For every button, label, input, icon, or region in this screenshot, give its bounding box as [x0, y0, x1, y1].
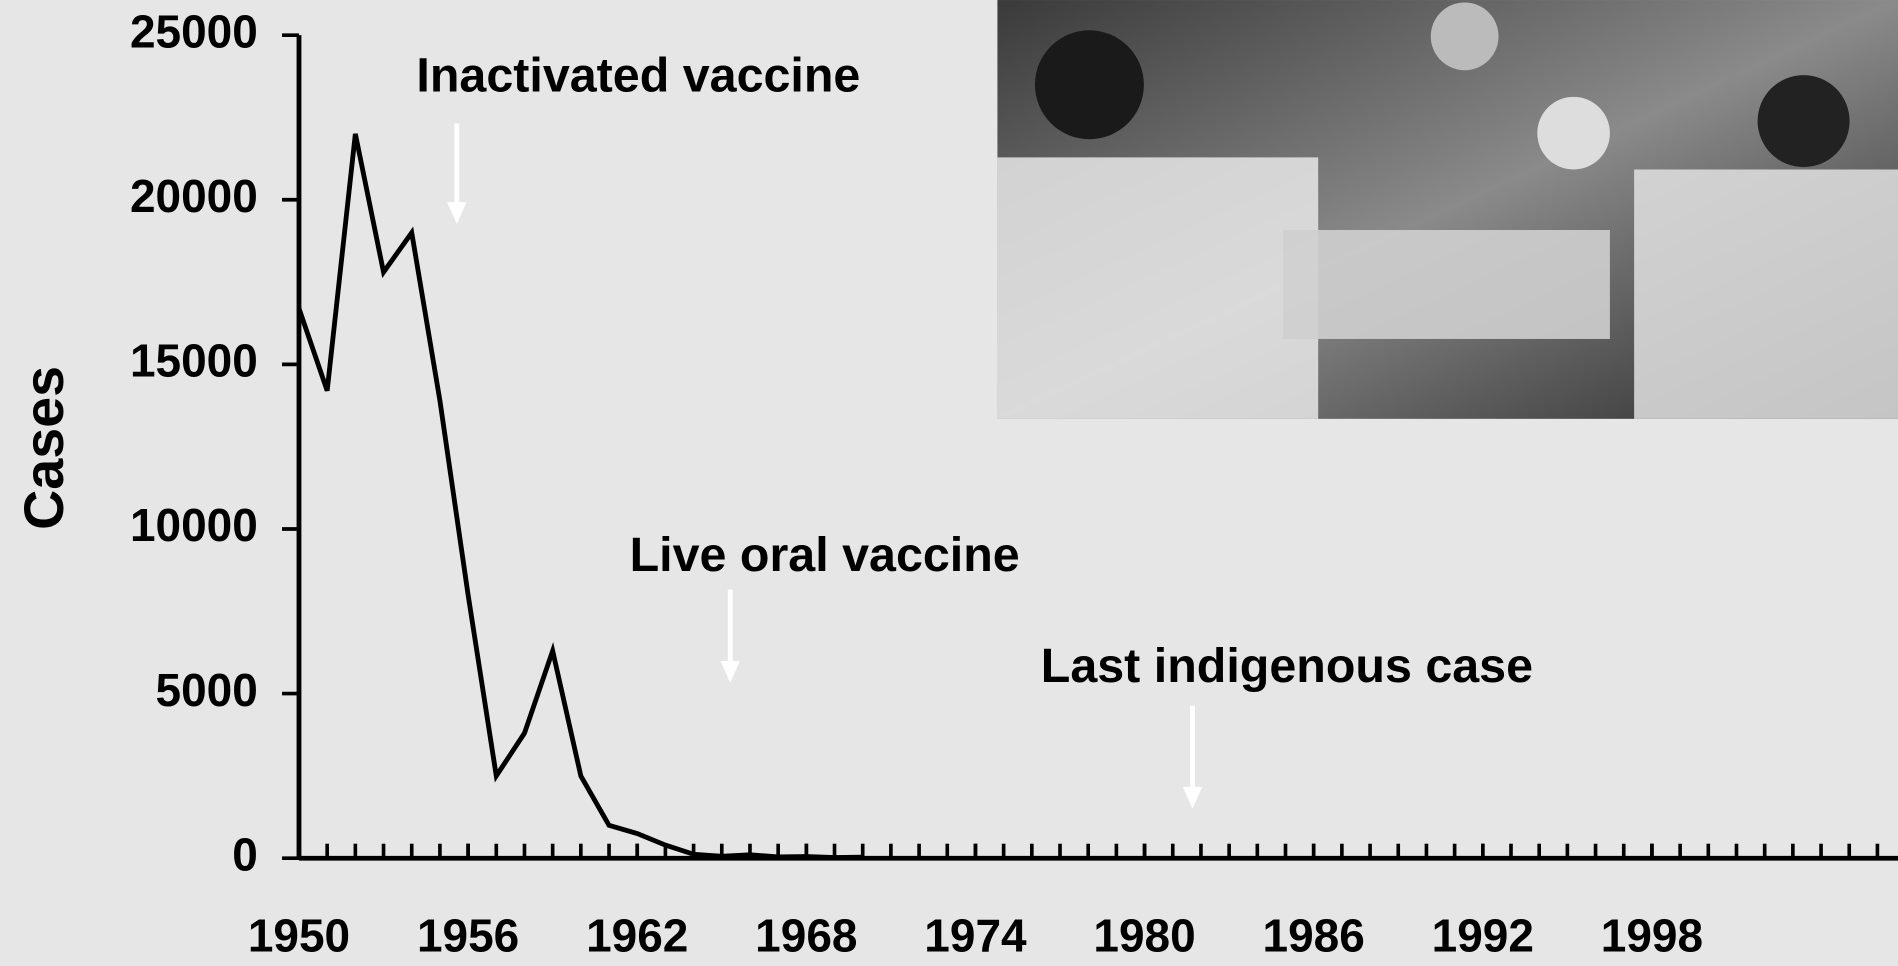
- x-tick-label: 1950: [248, 909, 350, 961]
- y-tick-label: 15000: [130, 335, 258, 387]
- x-tick-label: 1980: [1093, 909, 1195, 961]
- annotation-arrowhead: [447, 202, 467, 224]
- annotation-arrowhead: [1182, 786, 1203, 809]
- y-tick-label: 10000: [130, 499, 258, 551]
- x-tick-label: 1992: [1432, 909, 1534, 961]
- annotation-arrowhead: [720, 660, 740, 683]
- annotation: Last indigenous case: [1041, 639, 1533, 693]
- y-tick-label: 20000: [130, 170, 258, 222]
- data-line: [296, 133, 863, 861]
- photo: [997, 0, 1898, 419]
- y-tick-label: 0: [232, 828, 258, 880]
- annotation: Inactivated vaccine: [416, 48, 860, 102]
- y-tick-label: 25000: [130, 5, 258, 57]
- x-tick-label: 1956: [417, 909, 519, 961]
- y-axis-label: Cases: [13, 366, 75, 530]
- x-tick-label: 1962: [586, 909, 688, 961]
- x-tick-label: 1974: [924, 909, 1027, 961]
- x-tick-label: 1968: [755, 909, 857, 961]
- x-tick-label: 1986: [1263, 909, 1365, 961]
- annotation: Live oral vaccine: [630, 528, 1020, 582]
- x-tick-label: 1998: [1601, 909, 1703, 961]
- y-tick-label: 5000: [156, 664, 258, 716]
